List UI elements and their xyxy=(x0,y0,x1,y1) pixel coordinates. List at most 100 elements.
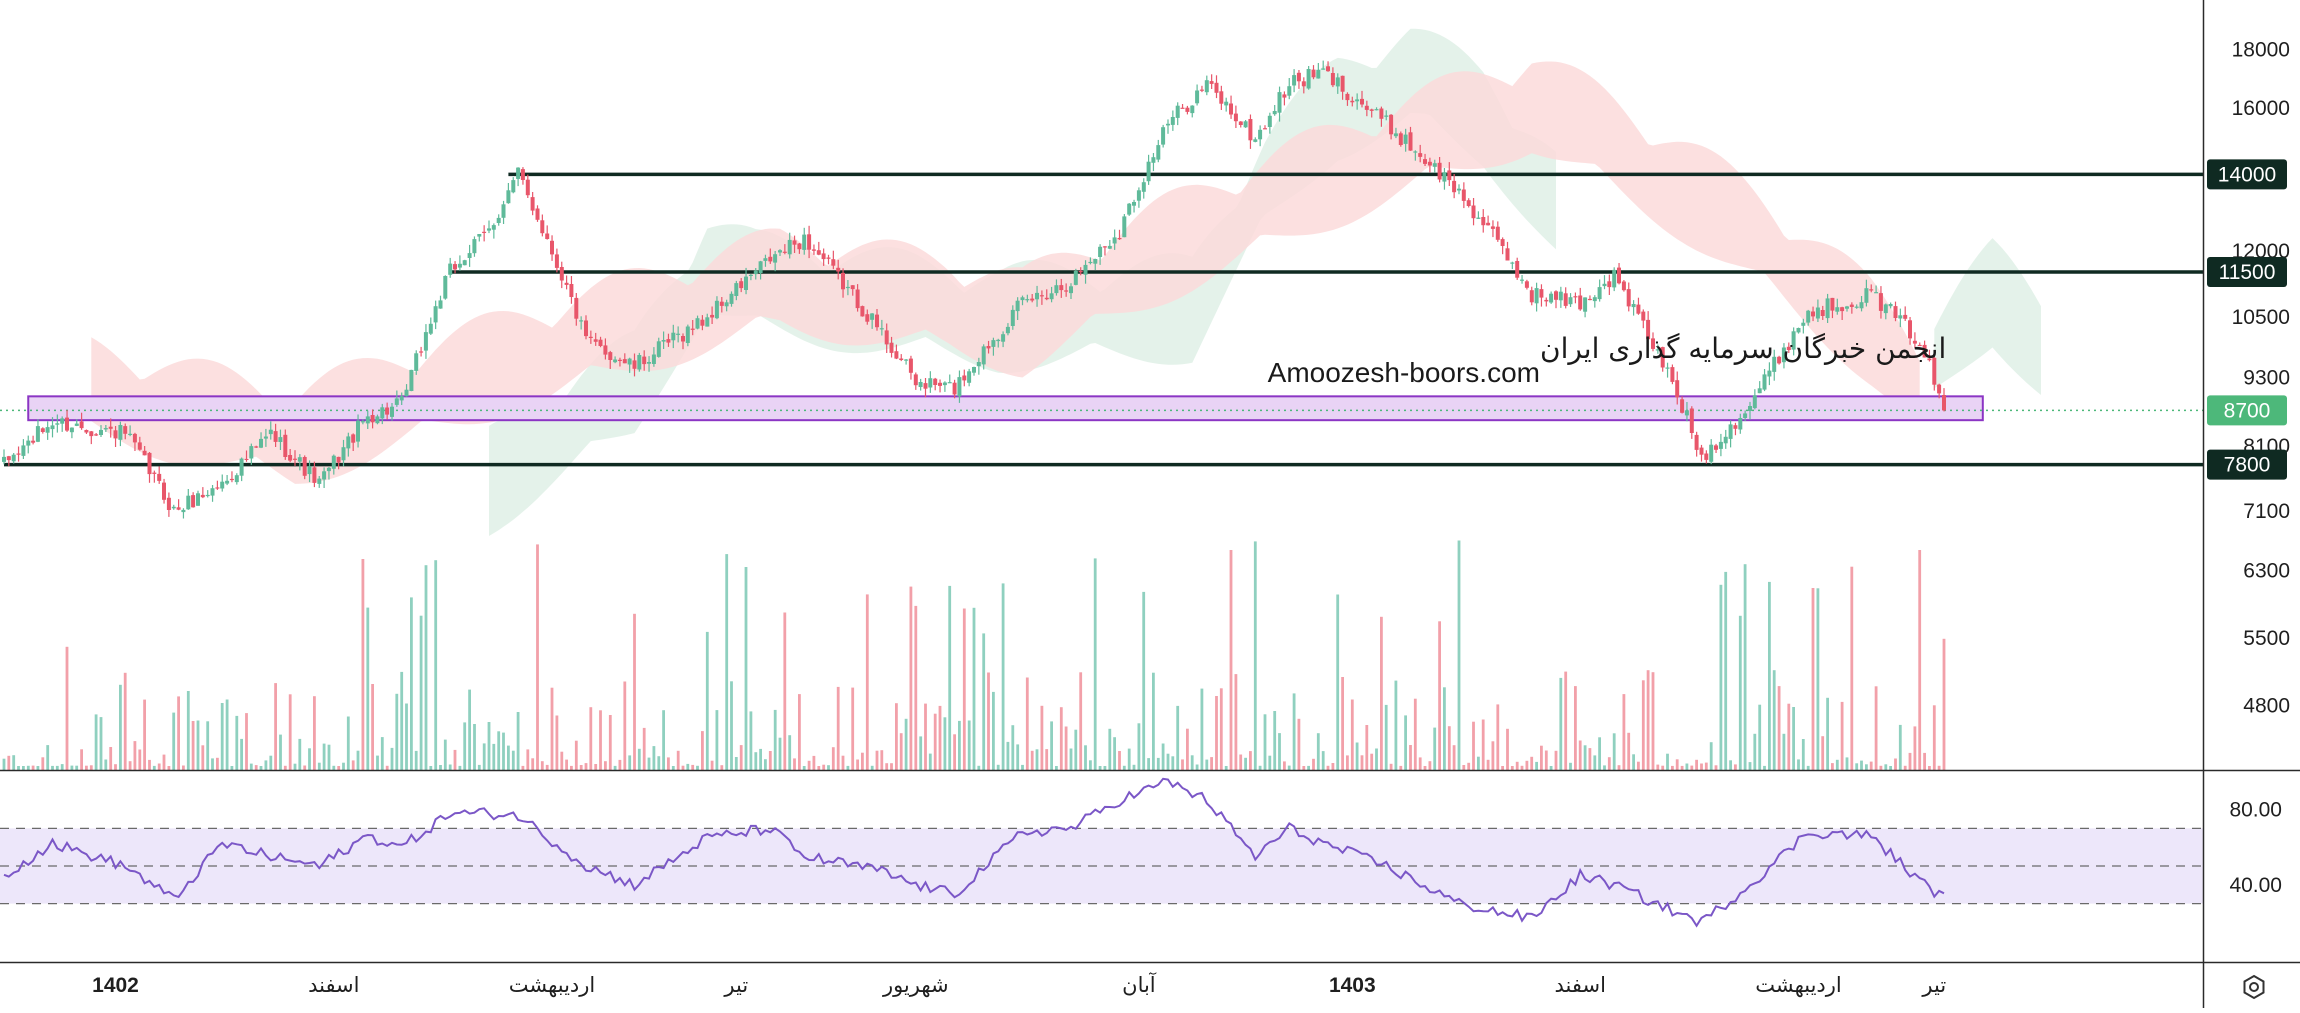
candle-body xyxy=(802,234,807,250)
candle-body xyxy=(394,398,399,405)
volume-bar xyxy=(366,607,370,770)
volume-bar xyxy=(434,560,438,770)
volume-bar xyxy=(337,766,341,770)
candle-body xyxy=(1107,245,1112,249)
candle-body xyxy=(302,457,307,476)
candle-body xyxy=(1888,304,1893,307)
candle-body xyxy=(467,253,472,258)
volume-bar xyxy=(419,615,423,770)
volume-bar xyxy=(1142,591,1146,770)
candle-body xyxy=(734,283,739,296)
volume-bar xyxy=(1865,764,1868,770)
volume-bar xyxy=(1074,729,1078,770)
candle-body xyxy=(1631,304,1636,308)
candle-body xyxy=(26,440,31,446)
candle-body xyxy=(84,430,89,433)
volume-bar xyxy=(249,763,253,770)
candle-body xyxy=(1117,238,1122,240)
volume-bar xyxy=(1540,745,1543,770)
candle-body xyxy=(16,453,21,455)
volume-bar xyxy=(191,721,195,770)
volume-bar xyxy=(313,696,316,770)
volume-bar xyxy=(1564,671,1568,770)
candle-body xyxy=(1544,299,1549,302)
candle-body xyxy=(889,342,894,353)
volume-bar xyxy=(798,694,801,770)
volume-bar xyxy=(1021,764,1024,770)
volume-bar xyxy=(1093,558,1097,770)
volume-bar xyxy=(283,765,287,770)
candle-body xyxy=(1389,114,1394,135)
candle-body xyxy=(1675,380,1680,398)
candle-body xyxy=(1835,307,1840,312)
candle-body xyxy=(1670,367,1675,382)
candle-body xyxy=(845,286,850,289)
volume-bar xyxy=(1171,756,1175,770)
candle-body xyxy=(1190,105,1195,114)
volume-bar xyxy=(531,758,535,770)
candle-body xyxy=(1651,338,1655,349)
candle-body xyxy=(1166,123,1170,126)
volume-bar xyxy=(1297,718,1301,770)
candle-body xyxy=(45,427,50,433)
candle-body xyxy=(370,415,375,423)
candle-body xyxy=(666,339,671,343)
candle-body xyxy=(1549,293,1554,303)
volume-bar xyxy=(613,765,617,770)
candle-body xyxy=(506,190,511,204)
volume-bar xyxy=(516,712,520,770)
candle-body xyxy=(1777,356,1782,364)
candle-body xyxy=(263,436,268,439)
volume-bar xyxy=(1307,765,1310,770)
volume-bar xyxy=(1045,749,1049,770)
volume-bar xyxy=(1399,765,1403,770)
candle-body xyxy=(438,300,443,309)
volume-bar xyxy=(967,720,971,770)
volume-bar xyxy=(875,750,879,770)
candle-body xyxy=(1461,189,1466,201)
candle-body xyxy=(103,428,108,430)
candle-body xyxy=(1005,326,1010,334)
settings-icon[interactable] xyxy=(2243,974,2265,1000)
candle-body xyxy=(259,438,263,448)
volume-bar xyxy=(1263,714,1267,770)
candle-body xyxy=(748,274,753,276)
volume-bar xyxy=(608,715,612,770)
candle-body xyxy=(1180,107,1185,109)
candle-body xyxy=(1757,388,1762,394)
candle-body xyxy=(714,300,719,319)
volume-bar xyxy=(235,715,239,770)
candle-body xyxy=(1495,226,1500,240)
candle-body xyxy=(312,467,317,483)
candle-body xyxy=(1728,424,1733,439)
volume-bar xyxy=(865,594,869,770)
volume-bar xyxy=(914,605,918,770)
candle-body xyxy=(1248,119,1253,141)
volume-bar xyxy=(1874,686,1878,770)
volume-bar xyxy=(705,631,709,770)
candle-body xyxy=(579,320,584,322)
candle-body xyxy=(331,455,336,469)
volume-bar xyxy=(70,765,74,770)
volume-bar xyxy=(793,758,796,770)
candle-body xyxy=(341,447,346,461)
volume-bar xyxy=(172,712,176,770)
volume-bar xyxy=(410,597,413,770)
volume-bar xyxy=(157,763,161,770)
volume-bar xyxy=(1792,707,1795,770)
candle-body xyxy=(928,378,933,388)
volume-bar xyxy=(1700,763,1703,770)
volume-bar xyxy=(1025,677,1029,770)
candle-body xyxy=(1534,288,1539,304)
volume-bar xyxy=(953,734,956,770)
volume-bar xyxy=(1879,765,1883,770)
volume-bar xyxy=(1055,766,1058,770)
volume-bar xyxy=(1380,616,1383,770)
volume-bar xyxy=(220,703,224,770)
volume-bar xyxy=(720,765,724,770)
candle-body xyxy=(1102,246,1107,248)
time-axis[interactable]: 1402 اسفند اردیبهشت تیر شهریور آبان 1403 اسفند ا… xyxy=(92,972,1946,997)
volume-bar xyxy=(1365,725,1369,770)
